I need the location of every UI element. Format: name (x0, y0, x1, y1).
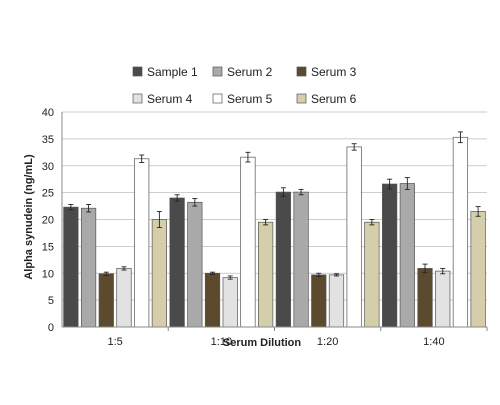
legend-swatch (132, 66, 143, 77)
y-tick-label: 20 (42, 215, 54, 227)
bar (435, 270, 451, 328)
bar (275, 191, 291, 328)
legend-swatch (212, 93, 223, 104)
x-tick-label: 1:10 (211, 336, 232, 348)
legend-swatch (132, 93, 143, 104)
bar (346, 146, 362, 328)
y-tick-label: 10 (42, 268, 54, 280)
bar (240, 156, 256, 328)
legend: Sample 1 Serum 2 Serum 3 Serum 4 Serum 5 Seru… (132, 65, 357, 106)
y-tick-label: 15 (42, 241, 54, 253)
bar (169, 197, 185, 328)
legend-swatch (212, 66, 223, 77)
legend-label: Serum 2 (227, 65, 273, 79)
legend-label: Sample 1 (147, 65, 198, 79)
legend-swatch (296, 66, 307, 77)
y-tick-label: 5 (48, 295, 54, 307)
bar (134, 158, 150, 328)
bar (328, 274, 345, 328)
bar (417, 268, 433, 328)
bar (293, 191, 309, 328)
y-tick-label: 35 (42, 134, 54, 146)
x-tick-label: 1:20 (317, 336, 338, 348)
gridlines (62, 111, 487, 301)
bar (382, 183, 398, 328)
y-tick-label: 25 (42, 188, 54, 200)
bar (187, 201, 203, 328)
bar (63, 206, 79, 328)
bar (470, 211, 486, 328)
y-tick-label: 40 (42, 107, 54, 119)
legend-swatch (296, 93, 307, 104)
y-tick-label: 30 (42, 161, 54, 173)
bar (222, 277, 238, 328)
legend-label: Serum 3 (311, 65, 357, 79)
axes: 0 5 10 15 20 25 30 35 40 1:5 1:10 1:20 1:40 (42, 107, 488, 348)
bar (80, 207, 97, 328)
legend-label: Serum 6 (311, 92, 357, 106)
bar (116, 268, 132, 328)
bar (364, 221, 380, 328)
bar (311, 274, 327, 328)
bar (204, 272, 221, 328)
legend-label: Serum 4 (147, 92, 193, 106)
x-tick-label: 1:5 (107, 336, 122, 348)
bar (258, 221, 274, 328)
x-tick-label: 1:40 (423, 336, 444, 348)
bar (452, 136, 469, 328)
y-axis-title: Alpha synudein (ng/mL) (23, 154, 35, 280)
bars (63, 131, 486, 328)
y-tick-label: 0 (48, 322, 54, 334)
x-axis-title: Serum Dilution (223, 337, 302, 349)
bar (399, 183, 415, 328)
bar (151, 219, 167, 328)
bar (98, 273, 114, 328)
legend-label: Serum 5 (227, 92, 273, 106)
